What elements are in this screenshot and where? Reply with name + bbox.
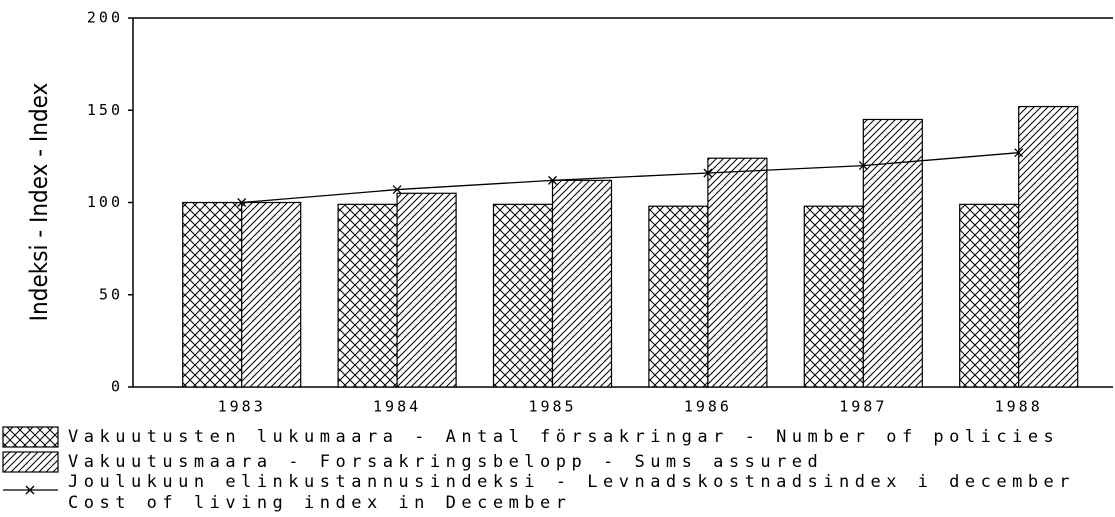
line: [241, 152, 1019, 204]
bar: [803, 205, 864, 388]
y-tick-label: 100: [87, 193, 123, 211]
line-marker: [858, 161, 868, 171]
legend-label: Cost of living index in December: [68, 493, 572, 513]
legend-label: Vakuutusmaara - Forsakringsbelopp - Sums…: [68, 452, 823, 472]
bar: [707, 157, 768, 388]
bar: [1018, 105, 1079, 388]
legend-label: Vakuutusten lukumaara - Antal försakring…: [68, 427, 1059, 447]
legend-swatch: [2, 426, 59, 448]
y-tick-label: 150: [87, 101, 123, 119]
line-marker: [1014, 148, 1024, 158]
bar: [182, 201, 243, 388]
x-tick-label: 1986: [684, 398, 732, 416]
legend-marker: [25, 485, 35, 495]
bar: [241, 201, 302, 388]
x-tick-label: 1984: [373, 398, 421, 416]
bar: [551, 179, 613, 388]
line-marker: [392, 185, 402, 195]
line-marker: [703, 168, 713, 178]
bar: [862, 118, 923, 388]
x-tick-label: 1987: [839, 398, 887, 416]
y-tick-label: 0: [111, 378, 123, 396]
bar: [648, 205, 709, 388]
x-tick-label: 1985: [528, 398, 576, 416]
y-tick-label: 50: [99, 285, 123, 303]
y-axis-label: Indeksi - Index - Index: [25, 82, 53, 321]
y-tick-label: 200: [87, 9, 123, 27]
x-tick-label: 1983: [218, 398, 266, 416]
line-marker: [237, 198, 247, 207]
bar: [396, 192, 457, 388]
legend-label: Joulukuun elinkustannusindeksi - Levnads…: [68, 472, 1075, 492]
line-marker: [548, 175, 557, 185]
x-tick-label: 1988: [995, 398, 1043, 416]
legend-swatch: [2, 451, 59, 473]
bar: [959, 203, 1020, 388]
bar: [492, 203, 554, 388]
bar: [337, 203, 398, 388]
